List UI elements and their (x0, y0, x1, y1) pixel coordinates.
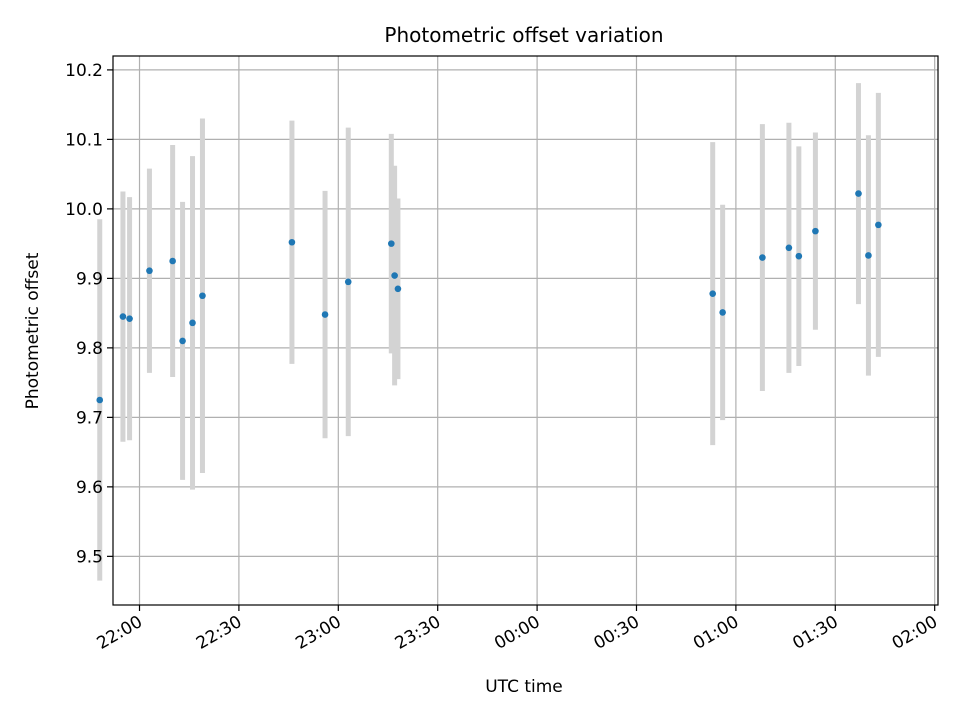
data-point (391, 272, 398, 279)
data-point (709, 290, 716, 297)
data-point (719, 309, 726, 316)
x-tick-label: 01:30 (789, 612, 841, 654)
y-tick-label: 9.7 (76, 408, 103, 428)
chart-title: Photometric offset variation (384, 23, 663, 47)
y-tick-label: 10.1 (65, 130, 103, 150)
x-tick-label: 22:30 (193, 612, 245, 654)
data-points (96, 190, 882, 404)
data-point (855, 190, 862, 197)
data-point (321, 311, 329, 318)
x-tick-label: 00:00 (491, 612, 543, 654)
x-tick-label: 00:30 (591, 612, 643, 654)
y-tick-label: 9.6 (76, 478, 103, 498)
data-point (394, 285, 402, 293)
x-tick-label: 23:00 (292, 612, 344, 654)
x-axis-label: UTC time (485, 677, 563, 697)
data-point (812, 227, 819, 235)
y-tick-label: 10.0 (65, 200, 103, 220)
data-point (344, 278, 352, 286)
data-point (199, 292, 206, 300)
data-point (288, 238, 296, 246)
data-point (169, 257, 176, 265)
data-point (795, 252, 803, 260)
y-axis-ticks: 9.5 9.6 9.7 9.8 9.9 10.0 10.1 10.2 (65, 61, 113, 567)
y-tick-label: 9.5 (76, 547, 103, 567)
y-tick-label: 9.8 (76, 339, 103, 359)
x-axis-ticks: 22:00 22:30 23:00 23:30 00:00 00:30 01:00 01:30… (94, 605, 941, 654)
data-point (875, 221, 882, 229)
x-tick-label: 01:00 (690, 612, 742, 654)
x-tick-label: 02:00 (889, 612, 941, 654)
x-tick-label: 23:30 (392, 612, 444, 654)
error-bars (97, 83, 881, 581)
data-point (785, 244, 793, 252)
x-tick-label: 22:00 (94, 612, 146, 654)
y-tick-label: 9.9 (76, 269, 103, 289)
data-point (189, 319, 196, 327)
data-point (96, 396, 104, 404)
data-point (865, 252, 872, 259)
data-point (179, 337, 186, 345)
y-tick-label: 10.2 (65, 61, 103, 81)
data-point (146, 267, 153, 275)
data-point (388, 240, 395, 247)
data-point (126, 315, 133, 322)
plot-frame (112, 55, 939, 606)
y-axis-label: Photometric offset (23, 252, 43, 409)
data-point (119, 313, 127, 320)
data-point (759, 254, 766, 261)
